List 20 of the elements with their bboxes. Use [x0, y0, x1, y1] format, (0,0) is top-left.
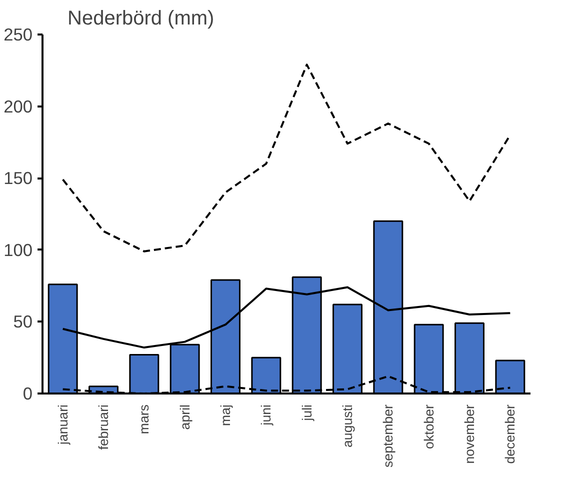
x-tick-label: september: [380, 404, 396, 468]
y-tick-label: 150: [4, 168, 33, 188]
x-tick-label: februari: [96, 404, 111, 450]
chart-title: Nederbörd (mm): [68, 8, 214, 30]
x-tick-label: april: [177, 404, 192, 430]
y-tick-label: 200: [4, 96, 33, 116]
x-tick-label: augusti: [340, 404, 355, 448]
x-tick-label: januari: [55, 404, 70, 446]
x-tick-label: juli: [299, 404, 314, 422]
line-series: [62, 64, 512, 252]
y-tick-label: 0: [22, 384, 33, 404]
x-tick-label: oktober: [421, 404, 436, 449]
y-tick-label: 50: [13, 312, 33, 332]
x-tick-label: november: [462, 404, 477, 464]
x-tick-label: mars: [136, 404, 152, 434]
x-tick-label: maj: [218, 404, 233, 426]
x-tick-label: december: [502, 404, 518, 464]
x-tick-label: juni: [258, 404, 274, 426]
y-tick-label: 250: [4, 24, 33, 44]
y-tick-label: 100: [4, 240, 33, 260]
